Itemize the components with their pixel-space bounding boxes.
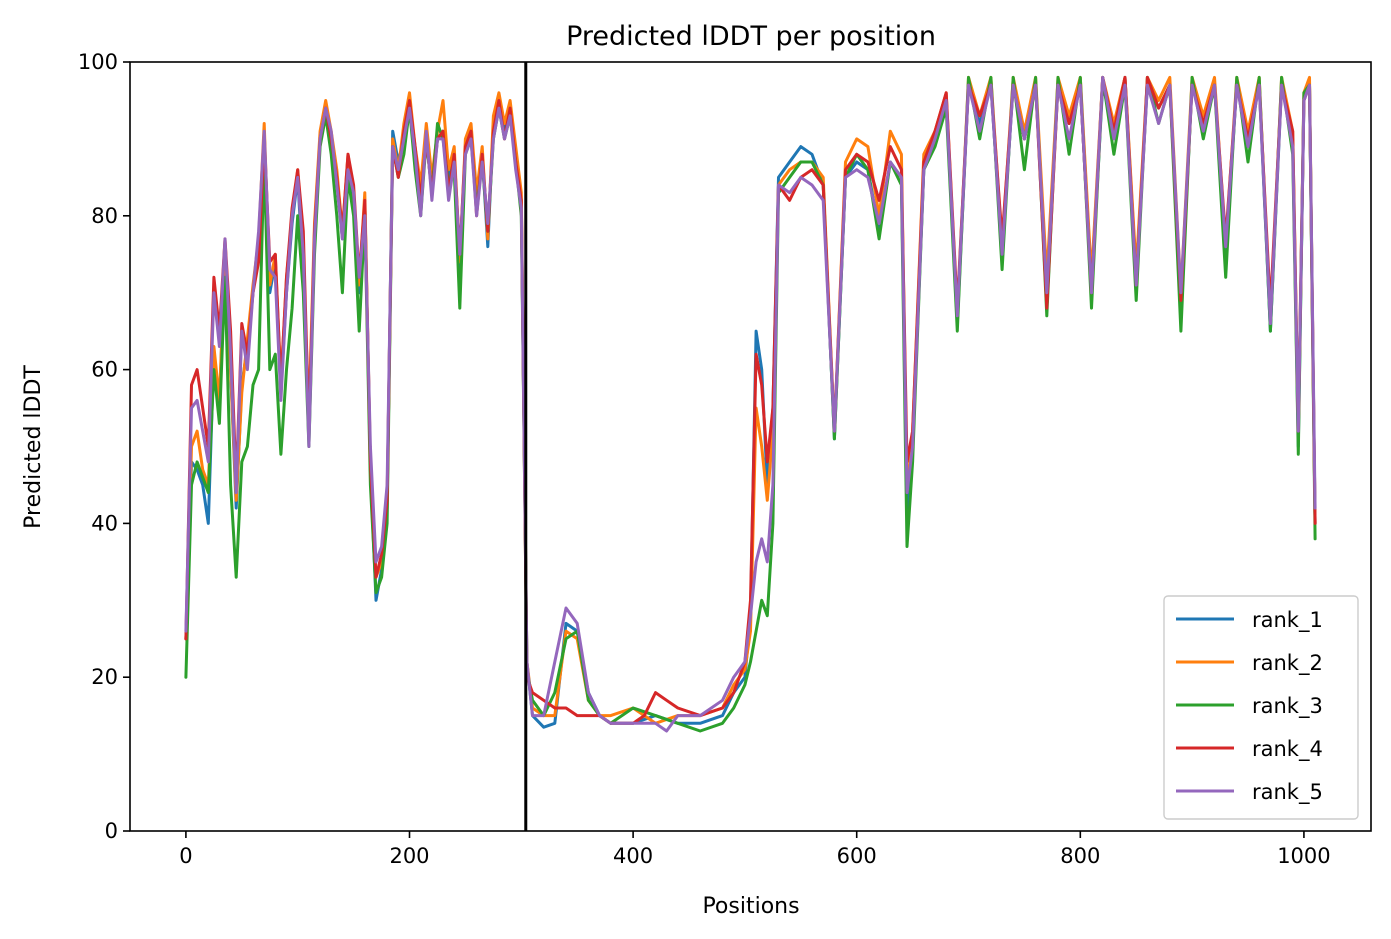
legend-label-rank_2: rank_2 [1252, 651, 1323, 676]
legend-label-rank_5: rank_5 [1252, 780, 1323, 805]
x-tick-label: 400 [613, 844, 653, 868]
legend-box [1163, 595, 1359, 820]
y-tick-label: 0 [105, 819, 118, 843]
y-axis-label: Predicted lDDT [21, 365, 46, 529]
legend-label-rank_1: rank_1 [1252, 608, 1323, 633]
y-axis: 0 20 40 60 80 100 [78, 50, 130, 843]
x-axis: 0 200 400 600 800 1000 [179, 831, 1331, 868]
y-tick-label: 80 [91, 204, 118, 228]
x-tick-label: 1000 [1277, 844, 1330, 868]
chart-title: Predicted lDDT per position [566, 21, 936, 52]
legend-label-rank_3: rank_3 [1252, 694, 1323, 719]
x-tick-label: 600 [837, 844, 877, 868]
y-tick-label: 60 [91, 358, 118, 382]
y-tick-label: 100 [78, 50, 118, 74]
series-line-rank_5 [184, 75, 1317, 733]
legend: rank_1 rank_2 rank_3 rank_4 rank_5 [1163, 595, 1359, 820]
plot-frame [129, 61, 1372, 832]
x-axis-label: Positions [702, 894, 799, 919]
x-tick-label: 0 [179, 844, 192, 868]
series-lines [184, 75, 1317, 733]
x-tick-label: 800 [1060, 844, 1100, 868]
plot-area [129, 61, 1372, 832]
x-tick-label: 200 [389, 844, 429, 868]
y-tick-label: 40 [91, 511, 118, 535]
legend-label-rank_4: rank_4 [1252, 737, 1323, 762]
y-tick-label: 20 [91, 665, 118, 689]
